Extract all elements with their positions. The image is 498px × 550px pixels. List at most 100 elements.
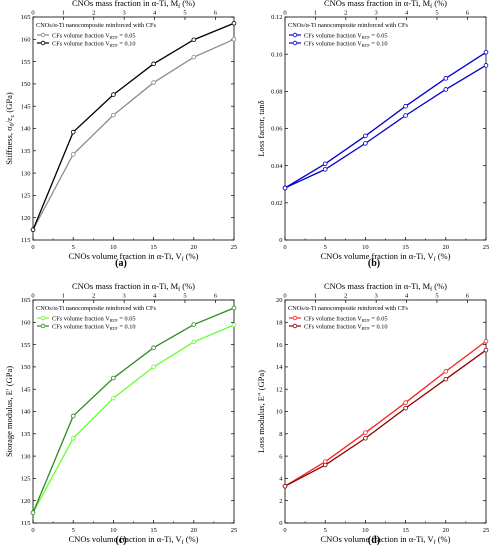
y-tick-label: 14 — [276, 364, 283, 371]
chart-panel-1: 0 5 10 15 20 25 0 1 2 3 4 5 6 115 120 125 130 135 140 145 15… — [4, 0, 237, 269]
y-tick-label: 16 — [276, 342, 283, 349]
data-point — [363, 141, 368, 146]
y-tick-label: 0 — [279, 520, 282, 527]
x-tick-label: 5 — [324, 244, 327, 251]
top-tick-label: 5 — [435, 10, 438, 17]
data-point — [231, 36, 237, 42]
top-tick-label: 5 — [183, 10, 186, 17]
legend-marker — [40, 40, 46, 46]
y-tick-label: 155 — [21, 59, 31, 66]
top-tick-label: 3 — [375, 10, 378, 17]
data-point — [483, 63, 489, 68]
data-point — [322, 161, 328, 167]
y-tick-label: 145 — [21, 103, 31, 110]
top-tick-label: 6 — [466, 293, 470, 300]
y-tick-label: 135 — [21, 431, 31, 438]
x-tick-label: 15 — [150, 527, 157, 534]
data-point — [443, 87, 449, 92]
data-point — [322, 167, 328, 172]
plot-frame — [32, 16, 235, 241]
x-tick-label: 25 — [231, 244, 238, 251]
series-line-2 — [284, 349, 487, 487]
top-tick-label: 6 — [214, 293, 218, 300]
data-point — [443, 76, 449, 81]
x-tick-label: 10 — [362, 244, 369, 251]
data-point — [151, 61, 156, 67]
data-point — [191, 37, 197, 43]
legend-marker — [292, 32, 298, 38]
x-axis-label: CNOs volume fraction in α-Ti, Vf (%) — [69, 251, 199, 263]
y-tick-label: 125 — [21, 476, 31, 483]
legend-entry: CFs volume fraction VRTF = 0.10 — [52, 323, 136, 331]
top-tick-label: 0 — [283, 293, 286, 300]
y-tick-label: 0.12 — [271, 14, 282, 21]
data-point — [231, 305, 237, 311]
y-tick-label: 120 — [21, 498, 31, 505]
top-tick-label: 4 — [405, 10, 409, 17]
y-tick-label: 8 — [279, 431, 282, 438]
data-point — [111, 395, 116, 401]
data-point — [403, 103, 408, 109]
y-tick-label: 145 — [21, 386, 31, 393]
y-tick-label: 18 — [276, 320, 283, 327]
legend: CNOs/α-Ti nanocomposite reinforced with … — [288, 22, 408, 48]
y-tick-label: 6 — [279, 453, 283, 460]
data-point — [151, 80, 156, 85]
y-tick-label: 0.04 — [271, 163, 283, 170]
data-point — [70, 129, 76, 135]
top-tick-label: 2 — [92, 10, 95, 17]
legend-entry: CFs volume fraction VRTF = 0.05 — [304, 315, 388, 323]
data-point — [111, 112, 116, 118]
series-line-2 — [32, 22, 235, 230]
y-tick-label: 0.02 — [271, 200, 282, 207]
legend-title: CNOs/α-Ti nanocomposite reinforced with … — [288, 305, 408, 312]
y-tick-label: 12 — [276, 386, 283, 393]
legend: CNOs/α-Ti nanocomposite reinforced with … — [36, 305, 156, 331]
data-point — [231, 20, 237, 26]
panel-label: (d) — [368, 535, 380, 546]
legend-entry: CFs volume fraction VRTF = 0.05 — [52, 32, 136, 40]
data-point — [191, 322, 197, 327]
y-tick-label: 2 — [279, 498, 282, 505]
data-point — [282, 483, 288, 489]
data-point — [191, 339, 197, 345]
legend-marker — [292, 315, 298, 321]
x-tick-label: 0 — [283, 527, 286, 534]
top-axis-label: CNOs mass fraction in α-Ti, Mf (%) — [324, 281, 447, 293]
top-tick-label: 4 — [153, 10, 157, 17]
top-tick-label: 6 — [214, 10, 218, 17]
y-tick-label: 150 — [21, 81, 31, 88]
y-tick-label: 165 — [21, 297, 31, 304]
series-line-1 — [32, 324, 235, 514]
x-tick-label: 0 — [283, 244, 286, 251]
y-tick-label: 115 — [21, 520, 31, 527]
legend-title: CNOs/α-Ti nanocomposite reinforced with … — [36, 305, 156, 312]
y-axis-label: Loss factor, tanδ — [256, 100, 266, 156]
x-tick-label: 20 — [443, 527, 450, 534]
y-tick-label: 0.08 — [271, 89, 282, 96]
panel-label: (c) — [115, 535, 126, 546]
legend-entry: CFs volume fraction VRTF = 0.05 — [304, 32, 388, 40]
x-tick-label: 10 — [110, 244, 117, 251]
y-tick-label: 140 — [21, 126, 31, 133]
y-tick-label: 130 — [21, 170, 31, 177]
top-tick-label: 3 — [123, 293, 126, 300]
series-line-2 — [284, 64, 487, 189]
plot-frame — [32, 299, 235, 524]
legend-marker — [292, 323, 298, 329]
plot-frame — [284, 299, 487, 524]
top-tick-label: 1 — [62, 10, 65, 17]
top-tick-label: 6 — [466, 10, 470, 17]
data-point — [111, 375, 116, 381]
data-point — [191, 54, 197, 60]
top-tick-label: 3 — [123, 10, 126, 17]
legend-entry: CFs volume fraction VRTF = 0.10 — [304, 40, 388, 48]
top-tick-label: 5 — [183, 293, 186, 300]
data-point — [483, 50, 489, 55]
top-tick-label: 1 — [314, 293, 317, 300]
x-tick-label: 15 — [402, 527, 409, 534]
x-tick-label: 25 — [483, 244, 490, 251]
legend-marker — [40, 323, 46, 329]
data-point — [443, 376, 449, 382]
data-point — [70, 435, 76, 441]
